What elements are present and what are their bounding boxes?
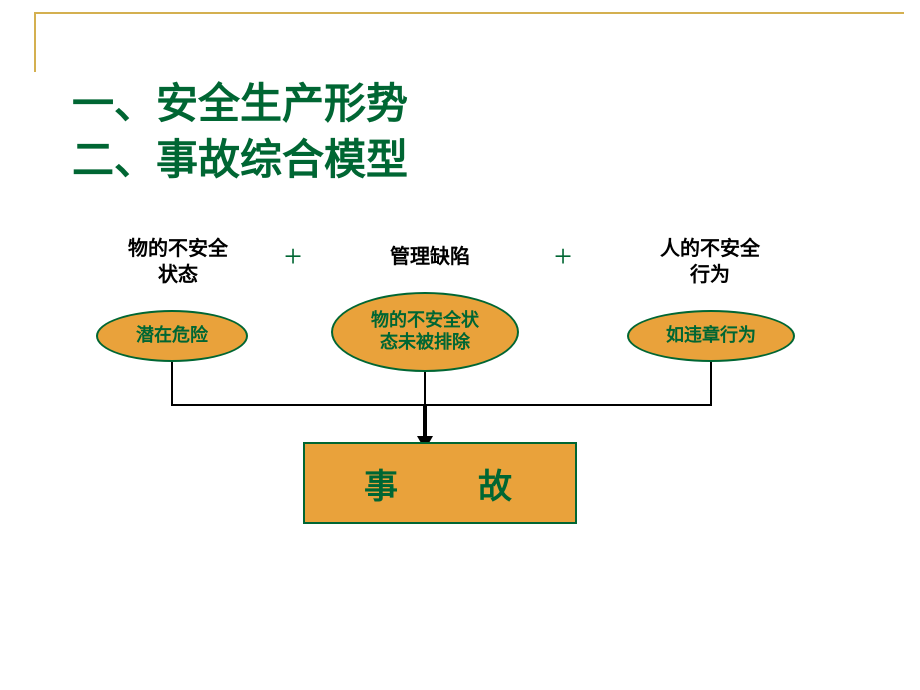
connector-v-mid [424, 372, 426, 404]
plus-sign-1: + [284, 238, 302, 275]
connector-horizontal [171, 404, 712, 406]
title-line-2: 二、事故综合模型 [72, 126, 408, 187]
frame-border-left [34, 12, 36, 72]
ellipse-violation: 如违章行为 [627, 310, 795, 362]
connector-v-left [171, 362, 173, 404]
ellipse-unsafe-state: 物的不安全状 态未被排除 [331, 292, 519, 372]
result-box-accident: 事 故 [303, 442, 577, 524]
frame-border-top [34, 12, 904, 14]
title-line-1: 一、安全生产形势 [72, 70, 408, 131]
ellipse-latent-danger: 潜在危险 [96, 310, 248, 362]
factor-label-human: 人的不安全 行为 [640, 236, 780, 288]
connector-v-down [423, 404, 427, 436]
factor-label-management: 管理缺陷 [370, 244, 490, 270]
factor-label-material: 物的不安全 状态 [108, 236, 248, 288]
plus-sign-2: + [554, 238, 572, 275]
connector-v-right [710, 362, 712, 404]
